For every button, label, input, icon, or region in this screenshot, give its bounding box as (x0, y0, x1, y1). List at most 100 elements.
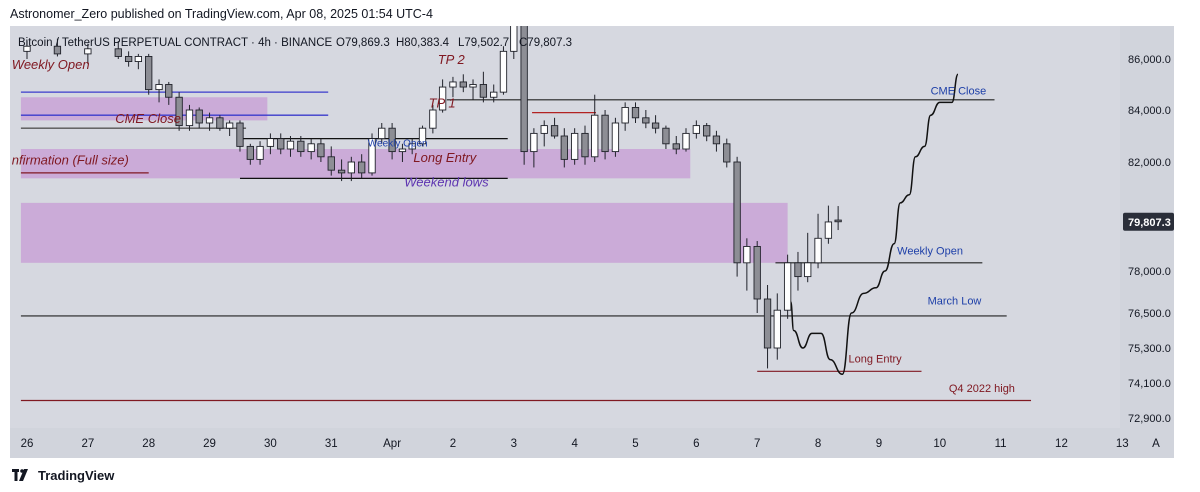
candle-up (378, 127, 386, 140)
candle-down (236, 122, 244, 147)
candle-down (277, 138, 285, 150)
high-value: H80,383.4 (396, 37, 450, 49)
annotation-weekend-lows: Weekend lows (404, 175, 489, 190)
candle-up (368, 138, 376, 174)
candle-up (621, 106, 629, 124)
candle-down (317, 143, 325, 158)
candle-up (286, 140, 295, 150)
candle-up (398, 148, 407, 153)
candle-down (794, 262, 802, 278)
candle-up (611, 122, 620, 153)
candle-up (225, 122, 234, 129)
candlestick-chart[interactable]: Weekly Open CME Close nfirmation (Full siz… (10, 2, 1174, 458)
candle-up (256, 145, 264, 160)
candle-up (449, 81, 457, 88)
x-tick-label: 26 (21, 438, 34, 450)
x-tick-label: 31 (325, 438, 338, 450)
footer: TradingView (12, 465, 114, 485)
y-tick-label: 86,000.0 (1128, 54, 1171, 66)
chart-panel[interactable]: Weekly Open CME Close nfirmation (Full siz… (10, 2, 1174, 458)
candle-down (672, 143, 680, 150)
x-tick-label: 13 (1116, 438, 1129, 450)
x-tick-label: 2 (450, 438, 456, 450)
candle-down (763, 298, 772, 349)
current-price-label: 79,807.3 (1128, 217, 1171, 229)
x-tick-label: 6 (693, 438, 699, 450)
projected-price-path (789, 73, 959, 376)
candle-down (834, 219, 842, 223)
candle-down (642, 117, 650, 124)
chart-info-legend: Bitcoin / TetherUS PERPETUAL CONTRACT · … (18, 37, 572, 49)
candle-up (266, 138, 275, 147)
annotation-long-entry: Long Entry (413, 150, 477, 165)
candle-up (347, 161, 355, 174)
candle-up (134, 56, 143, 63)
candle-up (804, 262, 812, 278)
candle-up (438, 86, 447, 111)
auto-scale-button[interactable]: A (1152, 438, 1160, 450)
candle-down (651, 122, 660, 129)
candle-up (591, 114, 599, 158)
candle-down (631, 106, 640, 119)
annotation-tp-1: TP 1 (429, 95, 456, 110)
candle-down (712, 135, 721, 145)
candle-up (540, 125, 548, 134)
candle-down (337, 169, 346, 174)
candle-up (692, 125, 701, 134)
x-tick-label: 10 (933, 438, 946, 450)
x-tick-label: 8 (815, 438, 821, 450)
x-tick-label: 9 (876, 438, 882, 450)
candle-down (733, 161, 741, 264)
x-tick-label: 12 (1055, 438, 1068, 450)
candle-up (205, 117, 214, 124)
candle-down (662, 127, 670, 145)
candle-up (408, 143, 416, 150)
candle-down (175, 96, 183, 127)
x-tick-label: 3 (511, 438, 517, 450)
candle-down (388, 127, 396, 153)
x-tick-label: 27 (81, 438, 94, 450)
y-tick-label: 75,300.0 (1128, 343, 1171, 355)
candle-up (783, 262, 792, 311)
candle-down (550, 125, 559, 137)
annotation-cme-close: CME Close (931, 86, 987, 98)
open-value: O79,869.3 (336, 37, 390, 49)
candle-down (479, 84, 488, 98)
x-tick-label: 28 (142, 438, 155, 450)
annotation-q4-2022-high: Q4 2022 high (949, 383, 1015, 395)
candle-up (155, 84, 163, 91)
annotation-long-entry: Long Entry (848, 354, 902, 366)
annotation-weekly-open: Weekly Open (12, 57, 90, 72)
candle-up (307, 143, 315, 153)
candle-up (84, 48, 92, 55)
close-value: C79,807.3 (519, 37, 572, 49)
candle-up (743, 246, 751, 264)
publisher-header: Astronomer_Zero published on TradingView… (10, 7, 433, 21)
annotation-cme-close: CME Close (115, 111, 181, 126)
symbol-label: Bitcoin / TetherUS PERPETUAL CONTRACT · … (18, 37, 333, 49)
candle-down (753, 246, 761, 300)
candle-down (723, 143, 731, 163)
candle-up (814, 237, 822, 264)
x-tick-label: 4 (571, 438, 578, 450)
demand-zone (20, 202, 788, 263)
candle-down (145, 56, 153, 91)
candle-up (824, 221, 833, 239)
candle-down (246, 145, 254, 160)
annotation-weekly-open: Weekly Open (897, 246, 963, 258)
candle-up (490, 91, 498, 98)
candle-up (429, 109, 437, 129)
annotation-tp-2: TP 2 (438, 52, 466, 67)
low-value: L79,502.7 (458, 37, 509, 49)
candle-up (499, 50, 508, 93)
candle-down (581, 132, 589, 158)
x-tick-label: 5 (632, 438, 638, 450)
tradingview-brand: TradingView (38, 467, 115, 483)
candle-down (195, 109, 203, 124)
candle-down (601, 114, 609, 153)
candle-up (185, 109, 194, 127)
candle-down (327, 156, 335, 171)
x-tick-label: 7 (754, 438, 760, 450)
tradingview-logo-icon (12, 469, 28, 481)
candle-up (530, 132, 538, 153)
